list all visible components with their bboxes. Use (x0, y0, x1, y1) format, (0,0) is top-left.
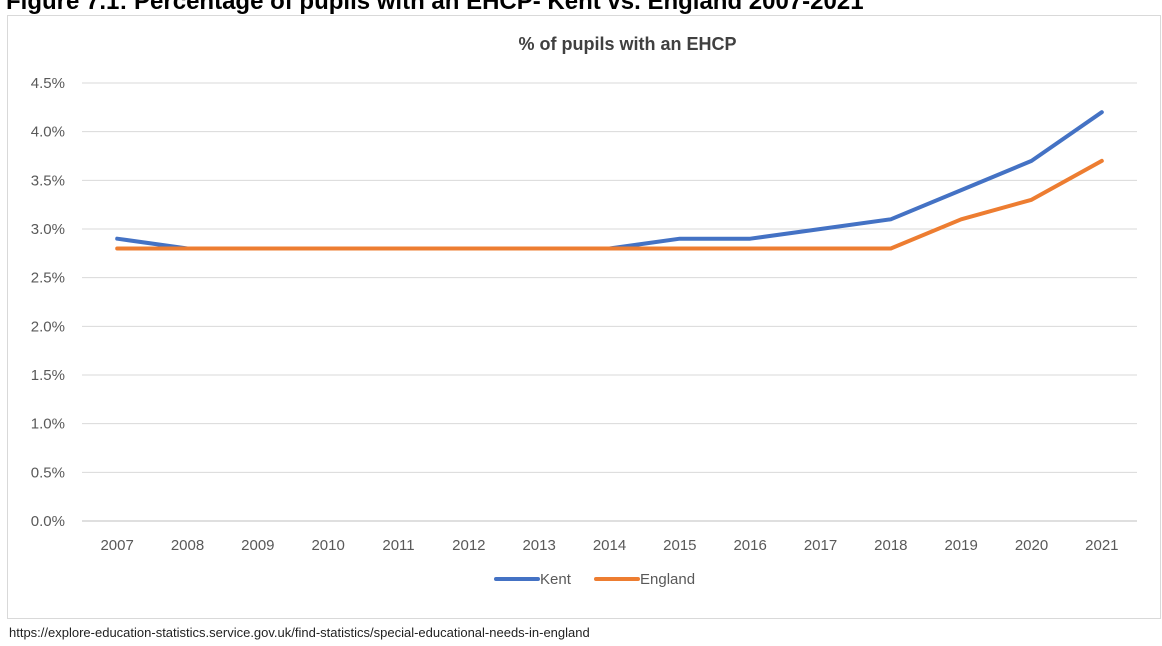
y-tick-label: 1.5% (31, 367, 65, 384)
x-tick-label: 2017 (804, 537, 837, 554)
legend-label-kent: Kent (540, 571, 572, 588)
y-tick-label: 0.0% (31, 513, 65, 530)
y-tick-label: 1.0% (31, 416, 65, 433)
y-tick-label: 0.5% (31, 464, 65, 481)
x-tick-label: 2008 (171, 537, 204, 554)
x-tick-label: 2019 (944, 537, 977, 554)
x-tick-label: 2012 (452, 537, 485, 554)
x-tick-label: 2015 (663, 537, 696, 554)
y-tick-label: 3.0% (31, 221, 65, 238)
x-tick-label: 2014 (593, 537, 626, 554)
x-tick-label: 2020 (1015, 537, 1048, 554)
x-tick-label: 2018 (874, 537, 907, 554)
chart-title: % of pupils with an EHCP (518, 34, 736, 54)
chart-frame: % of pupils with an EHCP 0.0% 0.5% 1.0% 1.5%… (7, 15, 1161, 619)
y-tick-label: 2.5% (31, 270, 65, 287)
figure-heading: Figure 7.1: Percentage of pupils with an… (6, 0, 864, 14)
x-tick-label: 2016 (733, 537, 766, 554)
legend-label-england: England (640, 571, 695, 588)
x-tick-label: 2011 (382, 537, 414, 554)
line-chart: % of pupils with an EHCP 0.0% 0.5% 1.0% 1.5%… (31, 34, 1137, 588)
y-tick-label: 4.0% (31, 124, 65, 141)
y-tick-label: 4.5% (31, 75, 65, 92)
x-tick-label: 2021 (1085, 537, 1118, 554)
x-tick-label: 2013 (522, 537, 555, 554)
source-note: https://explore-education-statistics.ser… (9, 625, 590, 640)
y-tick-label: 2.0% (31, 318, 65, 335)
x-tick-label: 2010 (311, 537, 344, 554)
series-line-england (115, 158, 1104, 251)
x-tick-label: 2009 (241, 537, 274, 554)
y-tick-label: 3.5% (31, 172, 65, 189)
x-tick-label: 2007 (100, 537, 133, 554)
